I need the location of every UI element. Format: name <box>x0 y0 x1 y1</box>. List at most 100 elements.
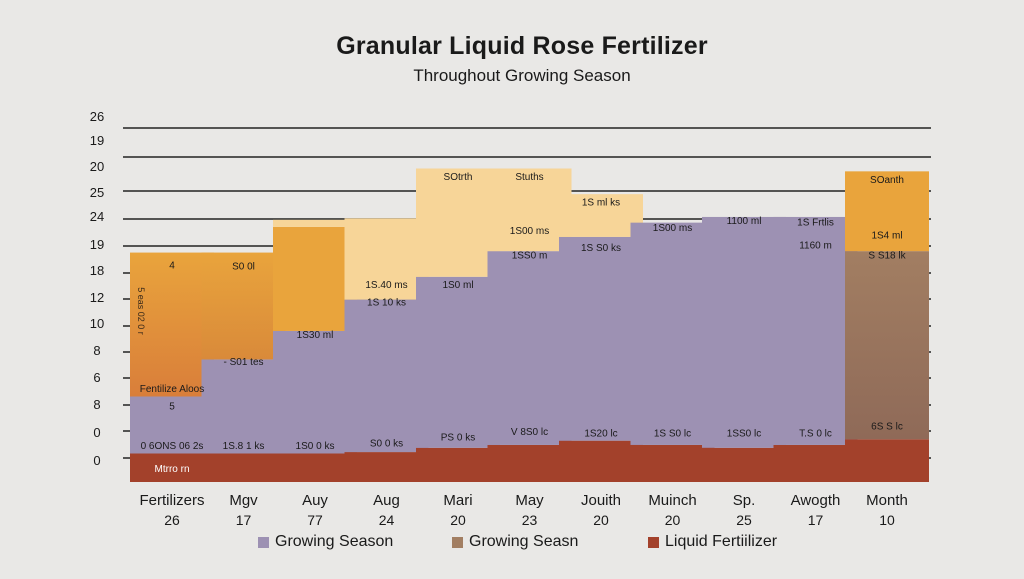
bar-segment <box>416 168 500 277</box>
bar-segment <box>344 299 429 453</box>
legend-label: Liquid Fertiilizer <box>665 533 778 550</box>
bar-segment <box>273 226 357 331</box>
y-tick-label: 8 <box>93 343 100 358</box>
y-tick-label: 6 <box>93 370 100 385</box>
bar-label: Fentilize Aloos <box>140 384 204 395</box>
bar-segment <box>630 222 715 445</box>
bar-label: 1160 m <box>799 240 832 251</box>
bar-label: 1S30 ml <box>297 330 334 341</box>
bar-segment <box>773 444 858 482</box>
bar-segment <box>487 444 572 482</box>
bar-labels: Mtrro rn 0 6ONS 06 2s 5 Fentilize Aloos 4 5 e… <box>136 172 907 475</box>
bar-label: T.S 0 lc <box>799 428 832 439</box>
bar-label: 1S.40 ms <box>365 280 407 291</box>
x-tick-label: Mari <box>443 492 472 509</box>
bar-label: PS 0 ks <box>441 433 475 444</box>
x-tick-sublabel: 10 <box>879 512 895 528</box>
x-tick-label: Jouith <box>581 492 621 509</box>
bar-label: 1100 ml <box>727 216 762 227</box>
chart-title: Granular Liquid Rose Fertilizer <box>336 32 708 60</box>
bar-label: 1SS0 lc <box>727 428 761 439</box>
bar-stack-8 <box>630 222 715 482</box>
bar-segment <box>416 447 500 482</box>
x-tick-sublabel: 20 <box>593 512 609 528</box>
bar-segment <box>702 216 786 448</box>
y-tick-label: 0 <box>93 425 100 440</box>
bar-segment <box>273 219 357 227</box>
bar-stack-9 <box>702 216 786 482</box>
bar-label: 1S0 0 ks <box>296 441 335 452</box>
y-tick-label: 10 <box>90 316 104 331</box>
bar-segment <box>130 252 214 397</box>
bar-label: SOtrth <box>444 172 473 183</box>
bar-segment <box>845 439 929 482</box>
x-tick-sublabel: 17 <box>808 512 824 528</box>
x-tick-sublabel: 23 <box>522 512 538 528</box>
x-tick-label: Auy <box>302 492 328 509</box>
x-tick-sublabel: 26 <box>164 512 180 528</box>
x-tick-sublabel: 17 <box>236 512 252 528</box>
bars <box>130 168 929 482</box>
x-tick-label: Awogth <box>791 492 841 509</box>
bar-segment <box>130 453 214 482</box>
y-tick-label: 26 <box>90 109 104 124</box>
legend-label: Growing Season <box>275 533 394 550</box>
y-tick-labels: 26 19 20 25 24 19 18 12 10 8 6 8 0 0 <box>90 109 104 468</box>
x-tick-sublabel: 20 <box>665 512 681 528</box>
y-tick-label: 0 <box>93 453 100 468</box>
legend-swatch <box>258 536 269 548</box>
bar-stack-2 <box>201 252 286 482</box>
x-tick-sublabel: 77 <box>307 512 323 528</box>
bar-stack-4 <box>344 218 429 482</box>
bar-segment <box>273 330 357 454</box>
y-tick-label: 20 <box>90 159 104 174</box>
bar-label: 1SS0 m <box>512 250 548 261</box>
bar-label: 1S00 ms <box>653 223 692 234</box>
x-tick-sublabel: 24 <box>379 512 395 528</box>
bar-segment <box>201 453 286 482</box>
bar-label: S S18 lk <box>868 250 906 261</box>
x-tick-label: Sp. <box>733 492 756 509</box>
legend-swatch <box>452 536 463 548</box>
bar-label: Mtrro rn <box>155 464 190 475</box>
x-tick-label: Month <box>866 492 908 509</box>
bar-label: 4 <box>169 260 175 271</box>
bar-label: S0 0 ks <box>370 438 403 449</box>
bar-label: - S01 tes <box>223 357 263 368</box>
x-tick-label: Mgv <box>229 492 258 509</box>
bar-label: 1S00 ms <box>510 226 549 237</box>
bar-stack-10 <box>773 216 858 482</box>
legend-label: Growing Seasn <box>469 533 579 550</box>
bar-segment <box>845 171 929 252</box>
bar-label: 1S Frtlis <box>797 218 834 229</box>
bar-label: S0 0l <box>232 262 255 273</box>
bar-segment <box>559 440 643 482</box>
bar-label: 1S 10 ks <box>367 297 406 308</box>
y-tick-label: 18 <box>90 263 104 278</box>
bar-segment <box>630 444 715 482</box>
bar-side-label: 5 eas 02 0 r <box>136 287 146 335</box>
bar-label: 1S0 ml <box>442 280 473 291</box>
bar-segment <box>487 168 572 252</box>
y-tick-label: 24 <box>90 209 104 224</box>
bar-label: 1S4 ml <box>871 230 902 241</box>
x-tick-sublabel: 25 <box>736 512 752 528</box>
bar-label: 1S S0 lc <box>654 428 691 439</box>
bar-segment <box>273 453 357 482</box>
x-tick-label: Fertilizers <box>139 492 204 509</box>
y-tick-label: 12 <box>90 290 104 305</box>
bar-stack-7 <box>559 194 643 482</box>
bar-label: 0 6ONS 06 2s <box>141 441 204 452</box>
legend-item: Growing Seasn <box>452 533 578 551</box>
x-tick-label: May <box>515 492 544 509</box>
x-tick-label: Muinch <box>648 492 696 509</box>
bar-segment <box>773 216 858 445</box>
bar-segment <box>559 194 643 237</box>
legend: Growing Season Growing Seasn Liquid Fertii… <box>0 533 1024 553</box>
legend-item: Growing Season <box>258 533 393 551</box>
bar-segment <box>487 251 572 445</box>
bar-stack-5 <box>416 168 500 482</box>
bar-segment <box>559 236 643 441</box>
